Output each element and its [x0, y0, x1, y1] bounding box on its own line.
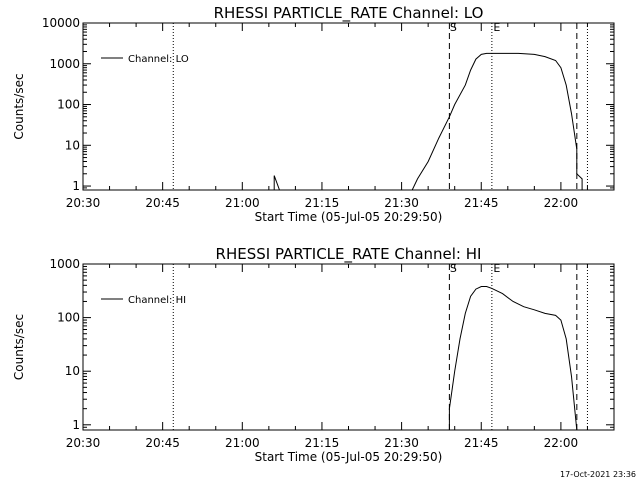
panel2-chart-title: RHESSI PARTICLE_RATE Channel: HI: [216, 245, 482, 264]
panel1-y-axis-label: Counts/sec: [12, 73, 26, 139]
panel2-series-line: [448, 286, 578, 431]
panel1-x-tick-label: 20:45: [145, 196, 180, 210]
panel1-plot-frame: [82, 22, 615, 191]
panel1-y-tick-label: 1000: [49, 57, 80, 71]
panel2-x-axis-label: Start Time (05-Jul-05 20:29:50): [255, 450, 443, 464]
panel1-y-tick-label: 10: [65, 138, 80, 152]
panel1-y-tick-label: 10000: [42, 16, 80, 30]
panel1-series-line: [273, 52, 583, 191]
panel1-x-axis-label: Start Time (05-Jul-05 20:29:50): [255, 210, 443, 224]
panel2-x-tick-label: 21:30: [384, 436, 419, 450]
panel2-x-tick-label: 21:00: [225, 436, 260, 450]
panel2-x-tick-label: 21:45: [464, 436, 499, 450]
footer-timestamp: 17-Oct-2021 23:36: [560, 470, 636, 479]
panel2-y-tick-label: 1000: [49, 257, 80, 271]
panel2-legend-label: Channel: HI: [128, 295, 186, 306]
panel2-y-tick-label: 10: [65, 364, 80, 378]
panel2-x-tick-label: 20:30: [66, 436, 101, 450]
panel1-x-tick-label: 20:30: [66, 196, 101, 210]
panel2-marker-label-E: E: [493, 262, 500, 275]
panel1-y-tick-label: 100: [57, 98, 80, 112]
panel1-chart-title: RHESSI PARTICLE_RATE Channel: LO: [214, 4, 484, 23]
panel2-x-tick-label: 20:45: [145, 436, 180, 450]
panel1-legend-label: Channel: LO: [128, 54, 189, 65]
panel1-y-tick-label: 1: [72, 179, 80, 193]
panel2-y-axis-label: Counts/sec: [12, 314, 26, 380]
panel1-x-tick-label: 22:00: [544, 196, 579, 210]
panel1-x-tick-label: 21:30: [384, 196, 419, 210]
panel1-x-tick-label: 21:45: [464, 196, 499, 210]
panel1-marker-label-S: S: [450, 21, 457, 34]
panel2-x-tick-label: 21:15: [305, 436, 340, 450]
panel1-marker-label-E: E: [493, 21, 500, 34]
panel1-x-tick-label: 21:00: [225, 196, 260, 210]
panel2-marker-label-S: S: [450, 262, 457, 275]
panel1-x-tick-label: 21:15: [305, 196, 340, 210]
panel2-x-tick-label: 22:00: [544, 436, 579, 450]
panel2-y-tick-label: 1: [72, 418, 80, 432]
panel2-plot-frame: [82, 263, 615, 431]
panel2-y-tick-label: 100: [57, 311, 80, 325]
